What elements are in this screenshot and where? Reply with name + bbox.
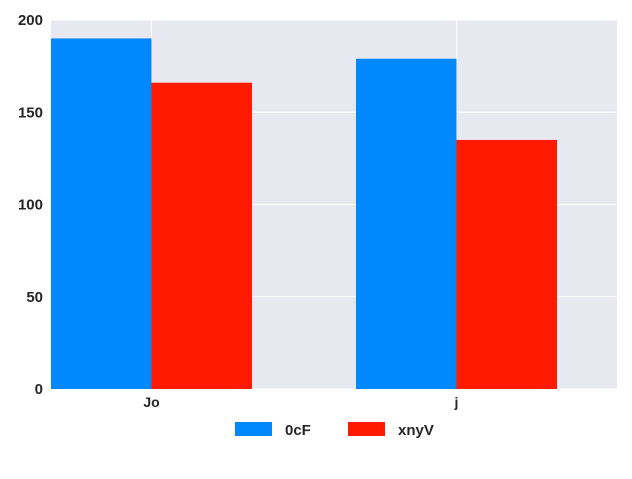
bar-xnyV-Jo[interactable] xyxy=(151,82,253,389)
x-tick-label: j xyxy=(454,394,459,410)
y-tick-label: 200 xyxy=(18,12,43,29)
legend-label: 0cF xyxy=(285,422,311,439)
x-tick-label: Jo xyxy=(143,394,159,410)
bar-xnyV-j[interactable] xyxy=(456,139,558,389)
y-tick-label: 0 xyxy=(35,381,43,398)
legend-swatch xyxy=(235,422,272,436)
bar-0cF-j[interactable] xyxy=(356,58,457,390)
legend-item-0cF[interactable]: 0cF xyxy=(235,422,311,439)
bars xyxy=(51,38,558,390)
y-axis-ticks: 0 50 100 150 200 xyxy=(18,12,43,398)
y-tick-label: 150 xyxy=(18,104,43,121)
x-axis-ticks: Jo j xyxy=(143,394,458,410)
y-tick-label: 100 xyxy=(18,197,43,214)
legend-label: xnyV xyxy=(398,422,434,439)
y-tick-label: 50 xyxy=(26,289,43,306)
legend[interactable]: 0cF xnyV xyxy=(235,422,434,439)
bar-0cF-Jo[interactable] xyxy=(51,38,152,389)
legend-swatch xyxy=(348,422,385,436)
legend-item-xnyV[interactable]: xnyV xyxy=(348,422,434,439)
